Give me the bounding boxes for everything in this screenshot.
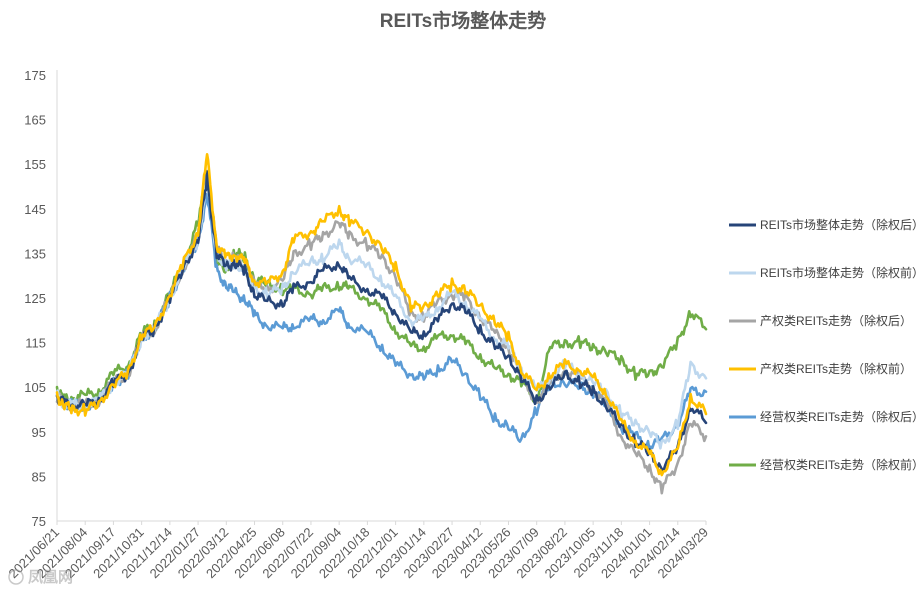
legend-label: 经营权类REITs走势（除权前） — [760, 457, 922, 472]
y-tick-label: 145 — [24, 202, 46, 217]
y-tick-label: 155 — [24, 157, 46, 172]
series-line — [55, 169, 708, 495]
series-line — [55, 153, 708, 477]
legend-label: REITs市场整体走势（除权后） — [760, 217, 922, 232]
y-tick-label: 175 — [24, 68, 46, 83]
y-tick-label: 95 — [32, 425, 46, 440]
y-tick-label: 115 — [25, 336, 46, 351]
series-lines — [55, 153, 708, 495]
y-tick-label: 135 — [24, 246, 46, 261]
y-tick-label: 125 — [24, 291, 46, 306]
legend-label: 经营权类REITs走势（除权后） — [760, 409, 922, 424]
y-axis: 75 85 95 105 115 125 135 145 155 165 175 — [24, 68, 58, 529]
watermark-text: 凤凰网 — [28, 569, 73, 586]
series-line — [55, 171, 708, 405]
legend-label: 产权类REITs走势（除权前） — [760, 361, 912, 376]
legend-label: REITs市场整体走势（除权前） — [760, 265, 922, 280]
y-tick-label: 165 — [24, 113, 46, 128]
y-tick-label: 75 — [32, 514, 46, 529]
legend-label: 产权类REITs走势（除权后） — [760, 313, 912, 328]
x-axis: 2021/06/212021/08/042021/09/172021/10/31… — [5, 520, 711, 581]
watermark-logo-icon — [8, 569, 24, 585]
chart-title: REITs市场整体走势 — [380, 9, 546, 32]
watermark: 凤凰网 — [8, 569, 73, 586]
series-line — [55, 170, 708, 473]
y-tick-label: 85 — [32, 469, 46, 484]
legend: REITs市场整体走势（除权后） REITs市场整体走势（除权前） 产权类REITs… — [729, 217, 922, 472]
y-tick-label: 105 — [24, 380, 46, 395]
